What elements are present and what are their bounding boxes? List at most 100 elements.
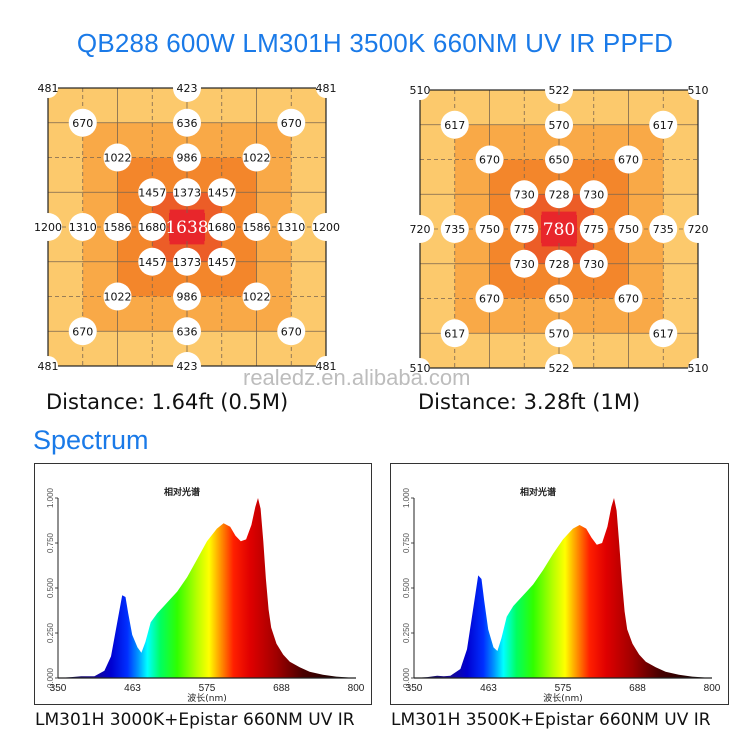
ppfd-point: 522 (545, 76, 573, 104)
ppfd-point: 1457 (207, 178, 236, 207)
ppfd-point-marker (103, 213, 132, 241)
ppfd-value: 510 (410, 362, 431, 375)
ppfd-value: 1373 (173, 256, 201, 269)
ppfd-point: 510 (688, 358, 709, 378)
ppfd-center-box (169, 213, 205, 241)
y-tick-label: 0.750 (46, 532, 55, 553)
heat-cell (420, 263, 456, 299)
ppfd-point: 735 (440, 215, 469, 243)
ppfd-value: 775 (514, 223, 535, 236)
ppfd-value: 481 (316, 360, 337, 373)
ppfd-point-marker (475, 145, 504, 174)
ppfd-point-marker (242, 282, 271, 311)
ppfd-point: 728 (545, 180, 573, 209)
spectrum-panel-3000k: 0.000 0.250 0.500 0.750 1.000 350 463 575 688 800… (34, 463, 372, 705)
y-tick-label: 0.250 (402, 622, 411, 643)
heat-cell (593, 90, 629, 126)
ppfd-value: 510 (688, 84, 709, 97)
ppfd-point: 1200 (34, 213, 62, 241)
ppfd-value: 1457 (138, 256, 166, 269)
ppfd-value: 1457 (208, 256, 236, 269)
ppfd-point: 1310 (277, 213, 306, 241)
ppfd-point: 1457 (138, 247, 167, 276)
ppfd-value: 1200 (312, 221, 340, 234)
y-tick-label: 1.000 (402, 487, 411, 508)
ppfd-value: 617 (444, 119, 465, 132)
ppfd-value: 735 (444, 223, 465, 236)
y-tick-label: 0.750 (402, 532, 411, 553)
ppfd-value: 423 (177, 360, 198, 373)
ppfd-point: 1200 (312, 213, 340, 241)
ppfd-point: 423 (173, 74, 201, 102)
ppfd-point: 650 (545, 284, 573, 313)
ppfd-point: 775 (579, 215, 608, 243)
ppfd-value: 728 (549, 188, 570, 201)
ppfd-value: 730 (514, 258, 535, 271)
ppfd-value: 650 (549, 293, 570, 306)
ppfd-center-value: 780 (543, 220, 575, 240)
ppfd-point-marker (38, 356, 58, 376)
ppfd-point-marker (277, 108, 306, 137)
ppfd-point: 750 (475, 215, 504, 243)
ppfd-grid-1m: 510 522 510 617 570 617 670 650 670 730 728 730 720 7… (406, 76, 712, 382)
heat-cell (48, 157, 84, 193)
ppfd-point-marker (410, 358, 430, 378)
ppfd-point: 510 (688, 80, 709, 100)
x-tick-label: 350 (50, 683, 67, 694)
ppfd-point-marker (173, 247, 201, 276)
ppfd-point: 1310 (68, 213, 97, 241)
ppfd-value: 775 (583, 223, 604, 236)
ppfd-value: 670 (281, 117, 302, 130)
ppfd-point-marker (510, 180, 539, 209)
ppfd-value: 670 (72, 117, 93, 130)
ppfd-value: 617 (444, 327, 465, 340)
ppfd-point: 720 (406, 215, 434, 243)
ppfd-point-marker (649, 110, 678, 139)
ppfd-point: 1373 (173, 178, 201, 207)
ppfd-point: 730 (579, 180, 608, 209)
ppfd-point-marker (138, 247, 167, 276)
ppfd-point-marker (440, 110, 469, 139)
y-tick-label: 0.500 (46, 577, 55, 598)
ppfd-point: 617 (649, 110, 678, 139)
ppfd-point: 510 (410, 358, 431, 378)
ppfd-point-marker (579, 215, 608, 243)
ppfd-value: 986 (177, 291, 198, 304)
chart-title: 相对光谱 (520, 486, 556, 498)
ppfd-point: 750 (614, 215, 643, 243)
ppfd-point-marker (545, 180, 573, 209)
y-tick-label: 0.000 (402, 667, 411, 688)
ppfd-value: 750 (618, 223, 639, 236)
ppfd-point: 1022 (242, 282, 271, 311)
ppfd-point-marker (510, 215, 539, 243)
ppfd-point-marker (68, 317, 97, 346)
ppfd-point-marker (688, 80, 708, 100)
ppfd-point: 636 (173, 108, 201, 137)
ppfd-grid-0.5m: 481 423 481 670 636 670 1022 986 1022 1457 1373 145… (34, 74, 340, 380)
ppfd-value: 1373 (173, 186, 201, 199)
ppfd-value: 636 (177, 117, 198, 130)
ppfd-point-marker (545, 145, 573, 174)
ppfd-point: 1022 (103, 143, 132, 172)
y-tick-label: 0.250 (46, 622, 55, 643)
ppfd-center-value: 1638 (165, 218, 208, 238)
ppfd-point: 670 (277, 108, 306, 137)
heat-cell (663, 159, 699, 195)
ppfd-map-0.5m: 481 423 481 670 636 670 1022 986 1022 1457 1373 145… (34, 74, 340, 380)
heat-cell (489, 333, 525, 369)
ppfd-point: 1680 (138, 213, 167, 241)
distance-label-1m: Distance: 3.28ft (1M) (418, 390, 641, 414)
ppfd-point-marker (138, 213, 167, 241)
ppfd-value: 1022 (243, 152, 271, 165)
distance-label-0.5m: Distance: 1.64ft (0.5M) (46, 390, 289, 414)
ppfd-point: 735 (649, 215, 678, 243)
ppfd-point-marker (316, 356, 336, 376)
ppfd-point: 720 (684, 215, 712, 243)
ppfd-point: 481 (316, 78, 337, 98)
x-tick-label: 575 (199, 683, 216, 694)
ppfd-point-marker (475, 215, 504, 243)
ppfd-point: 1457 (138, 178, 167, 207)
ppfd-point: 570 (545, 319, 573, 348)
spectrum-area (414, 498, 712, 678)
heat-cell (117, 331, 153, 367)
